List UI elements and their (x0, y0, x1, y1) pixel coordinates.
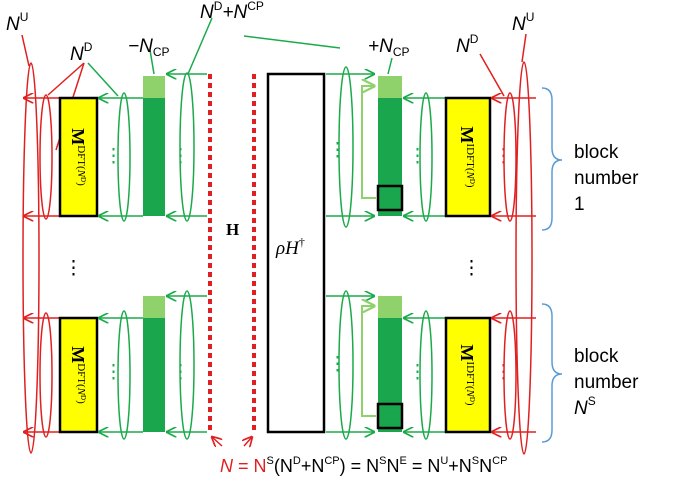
vdots-right-5: ⋮ (408, 362, 427, 383)
idft-2-main: M (457, 344, 477, 361)
vdots-right-2: ⋮ (408, 146, 427, 167)
channel-h-label: H (226, 220, 239, 239)
svg-text:MIDFT(ND): MIDFT(ND) (457, 126, 477, 188)
left-cp-bars (143, 76, 165, 432)
svg-text:ρH†: ρH† (275, 235, 305, 259)
svg-text:MDFT(ND): MDFT(ND) (68, 128, 88, 186)
vdots-right-3: ⋮ (494, 146, 513, 167)
cp-copy-brackets (361, 86, 376, 417)
vdots-right-6: ⋮ (494, 362, 513, 383)
svg-text:number: number (574, 372, 639, 393)
svg-text:block: block (574, 142, 619, 163)
rho-h-dagger-box: ρH† (266, 72, 326, 434)
label-nu-right: NU (512, 10, 534, 35)
label-nd-left: ND (70, 40, 93, 65)
dft-block-2: MDFT(ND) (58, 316, 99, 434)
dft-1-main: M (68, 128, 88, 145)
right-ncp-link (387, 57, 393, 75)
svg-text:number: number (574, 168, 639, 189)
vdots-left-1: ⋮ (104, 146, 123, 167)
label-nd-ncp-top: ND+NCP (200, 0, 264, 23)
svg-text:MDFT(ND): MDFT(ND) (68, 346, 88, 404)
right-green-from-idft (404, 98, 446, 432)
block-1-label: block number 1 (574, 142, 639, 215)
block-braces (541, 87, 563, 443)
right-green-outer-ellipses (338, 66, 354, 440)
right-cp-bars (376, 76, 404, 432)
rho-h-text: ρH (275, 238, 300, 259)
vdots-left-4: ⋮ (171, 362, 190, 383)
vdots-right-mid: ⋮ (462, 258, 481, 279)
block-2-label: block number NS (574, 346, 639, 419)
dft-block-1: MDFT(ND) (58, 96, 99, 218)
left-green-from-channel (167, 74, 207, 432)
vdots-left-mid: ⋮ (64, 258, 83, 279)
right-red-ellipses (479, 33, 533, 455)
channel-lines (208, 74, 256, 432)
left-green-ellipses (87, 62, 131, 440)
right-green-nd-ellipses (419, 92, 433, 440)
top-label-links (187, 17, 341, 75)
svg-text:MIDFT(ND): MIDFT(ND) (457, 344, 477, 406)
svg-text:NS: NS (574, 394, 596, 419)
vdots-right-1: ⋮ (328, 140, 347, 161)
right-green-into-bars (326, 74, 374, 432)
left-nu-bus (21, 34, 40, 454)
svg-text:1: 1 (574, 194, 585, 215)
label-nd-right: ND (456, 32, 479, 57)
left-ncp-link (149, 49, 155, 75)
vdots-left-2: ⋮ (171, 146, 190, 167)
idft-block-1: MIDFT(ND) (444, 96, 492, 218)
left-outer-green-ellipses (179, 72, 195, 440)
idft-1-main: M (457, 126, 477, 143)
dft-2-main: M (68, 346, 88, 363)
bottom-equation: N = NS(ND+NCP) = NSNE = NU+NSNCP (220, 455, 507, 476)
n-arrows (212, 437, 252, 446)
svg-text:block: block (574, 346, 619, 367)
vdots-left-3: ⋮ (104, 362, 123, 383)
vdots-right-4: ⋮ (328, 354, 347, 375)
label-nu-left: NU (6, 10, 28, 35)
left-red-arrows (24, 98, 60, 432)
idft-block-2: MIDFT(ND) (444, 316, 492, 434)
label-ncp-pos: +NCP (368, 36, 410, 59)
label-ncp-neg: −NCP (128, 36, 170, 59)
